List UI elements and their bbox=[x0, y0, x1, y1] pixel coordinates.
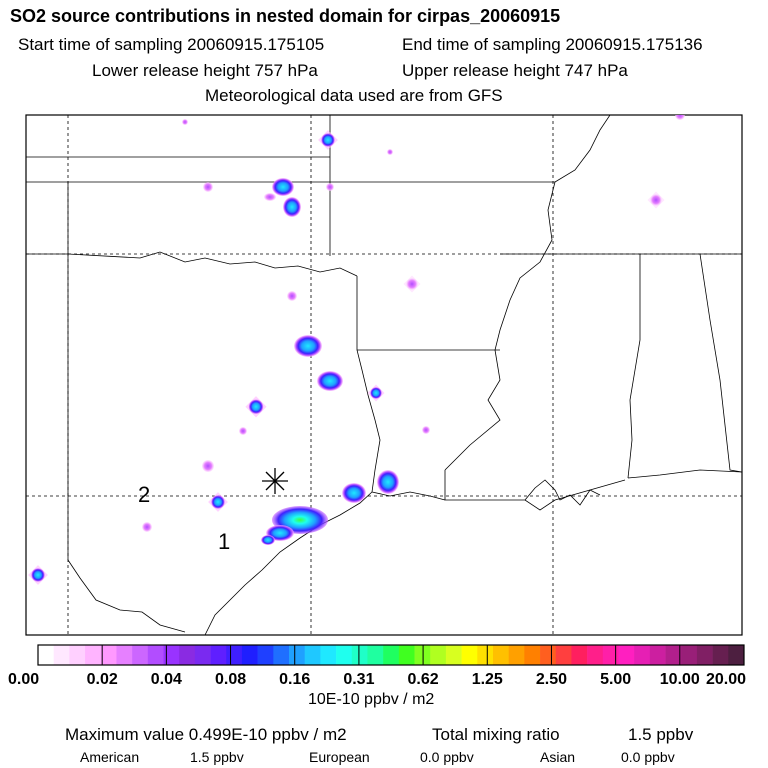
colorbar-segment bbox=[665, 645, 682, 665]
colorbar-tick-labels: 0.00 0.02 0.04 0.08 0.16 0.31 0.62 1.25 2.50 5.00… bbox=[8, 671, 746, 688]
american-label: American bbox=[80, 749, 140, 765]
total-mixing-value: 1.5 ppbv bbox=[628, 725, 694, 744]
american-value: 1.5 ppbv bbox=[190, 749, 244, 765]
colorbar-segment bbox=[398, 645, 415, 665]
colorbar-segment bbox=[492, 645, 509, 665]
colorbar-segment bbox=[555, 645, 572, 665]
met-data-text: Meteorological data used are from GFS bbox=[205, 86, 503, 105]
colorbar-tick-label: 20.00 bbox=[706, 671, 746, 688]
european-value: 0.0 ppbv bbox=[420, 749, 474, 765]
total-mixing-label: Total mixing ratio bbox=[432, 725, 560, 744]
colorbar-segment bbox=[257, 645, 274, 665]
colorbar-segment bbox=[226, 645, 243, 665]
colorbar-segment bbox=[540, 645, 557, 665]
asian-label: Asian bbox=[540, 749, 576, 765]
map-title: SO2 source contributions in nested domai… bbox=[10, 6, 561, 26]
colorbar-segment bbox=[461, 645, 478, 665]
colorbar-segment bbox=[367, 645, 384, 665]
colorbar-segment bbox=[649, 645, 666, 665]
colorbar-segment bbox=[320, 645, 337, 665]
upper-height-text: Upper release height 747 hPa bbox=[402, 61, 628, 80]
colorbar-segment bbox=[430, 645, 447, 665]
max-value-text: Maximum value 0.499E-10 ppbv / m2 bbox=[65, 725, 347, 744]
colorbar-segment bbox=[383, 645, 400, 665]
colorbar-tick-label: 0.00 bbox=[8, 671, 39, 688]
colorbar-segment bbox=[289, 645, 306, 665]
colorbar bbox=[37, 644, 745, 666]
colorbar-segment bbox=[179, 645, 196, 665]
colorbar-segment bbox=[147, 645, 164, 665]
colorbar-segment bbox=[69, 645, 86, 665]
colorbar-segment bbox=[712, 645, 729, 665]
colorbar-tick-label: 0.04 bbox=[151, 671, 182, 688]
colorbar-segment bbox=[414, 645, 431, 665]
start-time-text: Start time of sampling 20060915.175105 bbox=[18, 35, 325, 54]
colorbar-segment bbox=[634, 645, 651, 665]
asian-value: 0.0 ppbv bbox=[621, 749, 675, 765]
colorbar-segment bbox=[602, 645, 619, 665]
european-label: European bbox=[309, 749, 370, 765]
colorbar-segment bbox=[728, 645, 745, 665]
colorbar-segment bbox=[132, 645, 149, 665]
colorbar-frame bbox=[37, 644, 745, 666]
colorbar-tick-label: 5.00 bbox=[600, 671, 631, 688]
colorbar-segment bbox=[696, 645, 713, 665]
colorbar-units: 10E-10 ppbv / m2 bbox=[308, 691, 435, 708]
colorbar-segment bbox=[210, 645, 227, 665]
map-frame bbox=[25, 114, 743, 636]
colorbar-segment bbox=[163, 645, 180, 665]
colorbar-segment bbox=[304, 645, 321, 665]
concentration-field bbox=[28, 115, 685, 585]
colorbar-tick-label: 0.31 bbox=[343, 671, 374, 688]
colorbar-segment bbox=[445, 645, 462, 665]
colorbar-segment bbox=[351, 645, 368, 665]
marker-label-2: 2 bbox=[138, 482, 150, 507]
lower-height-text: Lower release height 757 hPa bbox=[92, 61, 318, 80]
colorbar-tick-label: 10.00 bbox=[660, 671, 700, 688]
marker-label-1: 1 bbox=[218, 529, 230, 554]
colorbar-tick-label: 2.50 bbox=[536, 671, 567, 688]
colorbar-tick-label: 0.08 bbox=[215, 671, 246, 688]
colorbar-segment bbox=[241, 645, 258, 665]
colorbar-segment bbox=[85, 645, 102, 665]
colorbar-segment bbox=[194, 645, 211, 665]
colorbar-segment bbox=[477, 645, 494, 665]
colorbar-segment bbox=[681, 645, 698, 665]
colorbar-tick-label: 0.02 bbox=[87, 671, 118, 688]
colorbar-segment bbox=[273, 645, 290, 665]
colorbar-segment bbox=[618, 645, 635, 665]
colorbar-segment bbox=[116, 645, 133, 665]
end-time-text: End time of sampling 20060915.175136 bbox=[402, 35, 703, 54]
source-marker-asterisk bbox=[262, 468, 288, 494]
colorbar-tick-label: 0.62 bbox=[408, 671, 439, 688]
colorbar-segment bbox=[524, 645, 541, 665]
colorbar-segment bbox=[508, 645, 525, 665]
colorbar-segment bbox=[571, 645, 588, 665]
colorbar-segment bbox=[53, 645, 70, 665]
colorbar-segment bbox=[336, 645, 353, 665]
colorbar-segment bbox=[38, 645, 54, 665]
colorbar-tick-label: 0.16 bbox=[279, 671, 310, 688]
colorbar-segment bbox=[100, 645, 117, 665]
colorbar-tick-label: 1.25 bbox=[472, 671, 503, 688]
colorbar-segment bbox=[587, 645, 604, 665]
